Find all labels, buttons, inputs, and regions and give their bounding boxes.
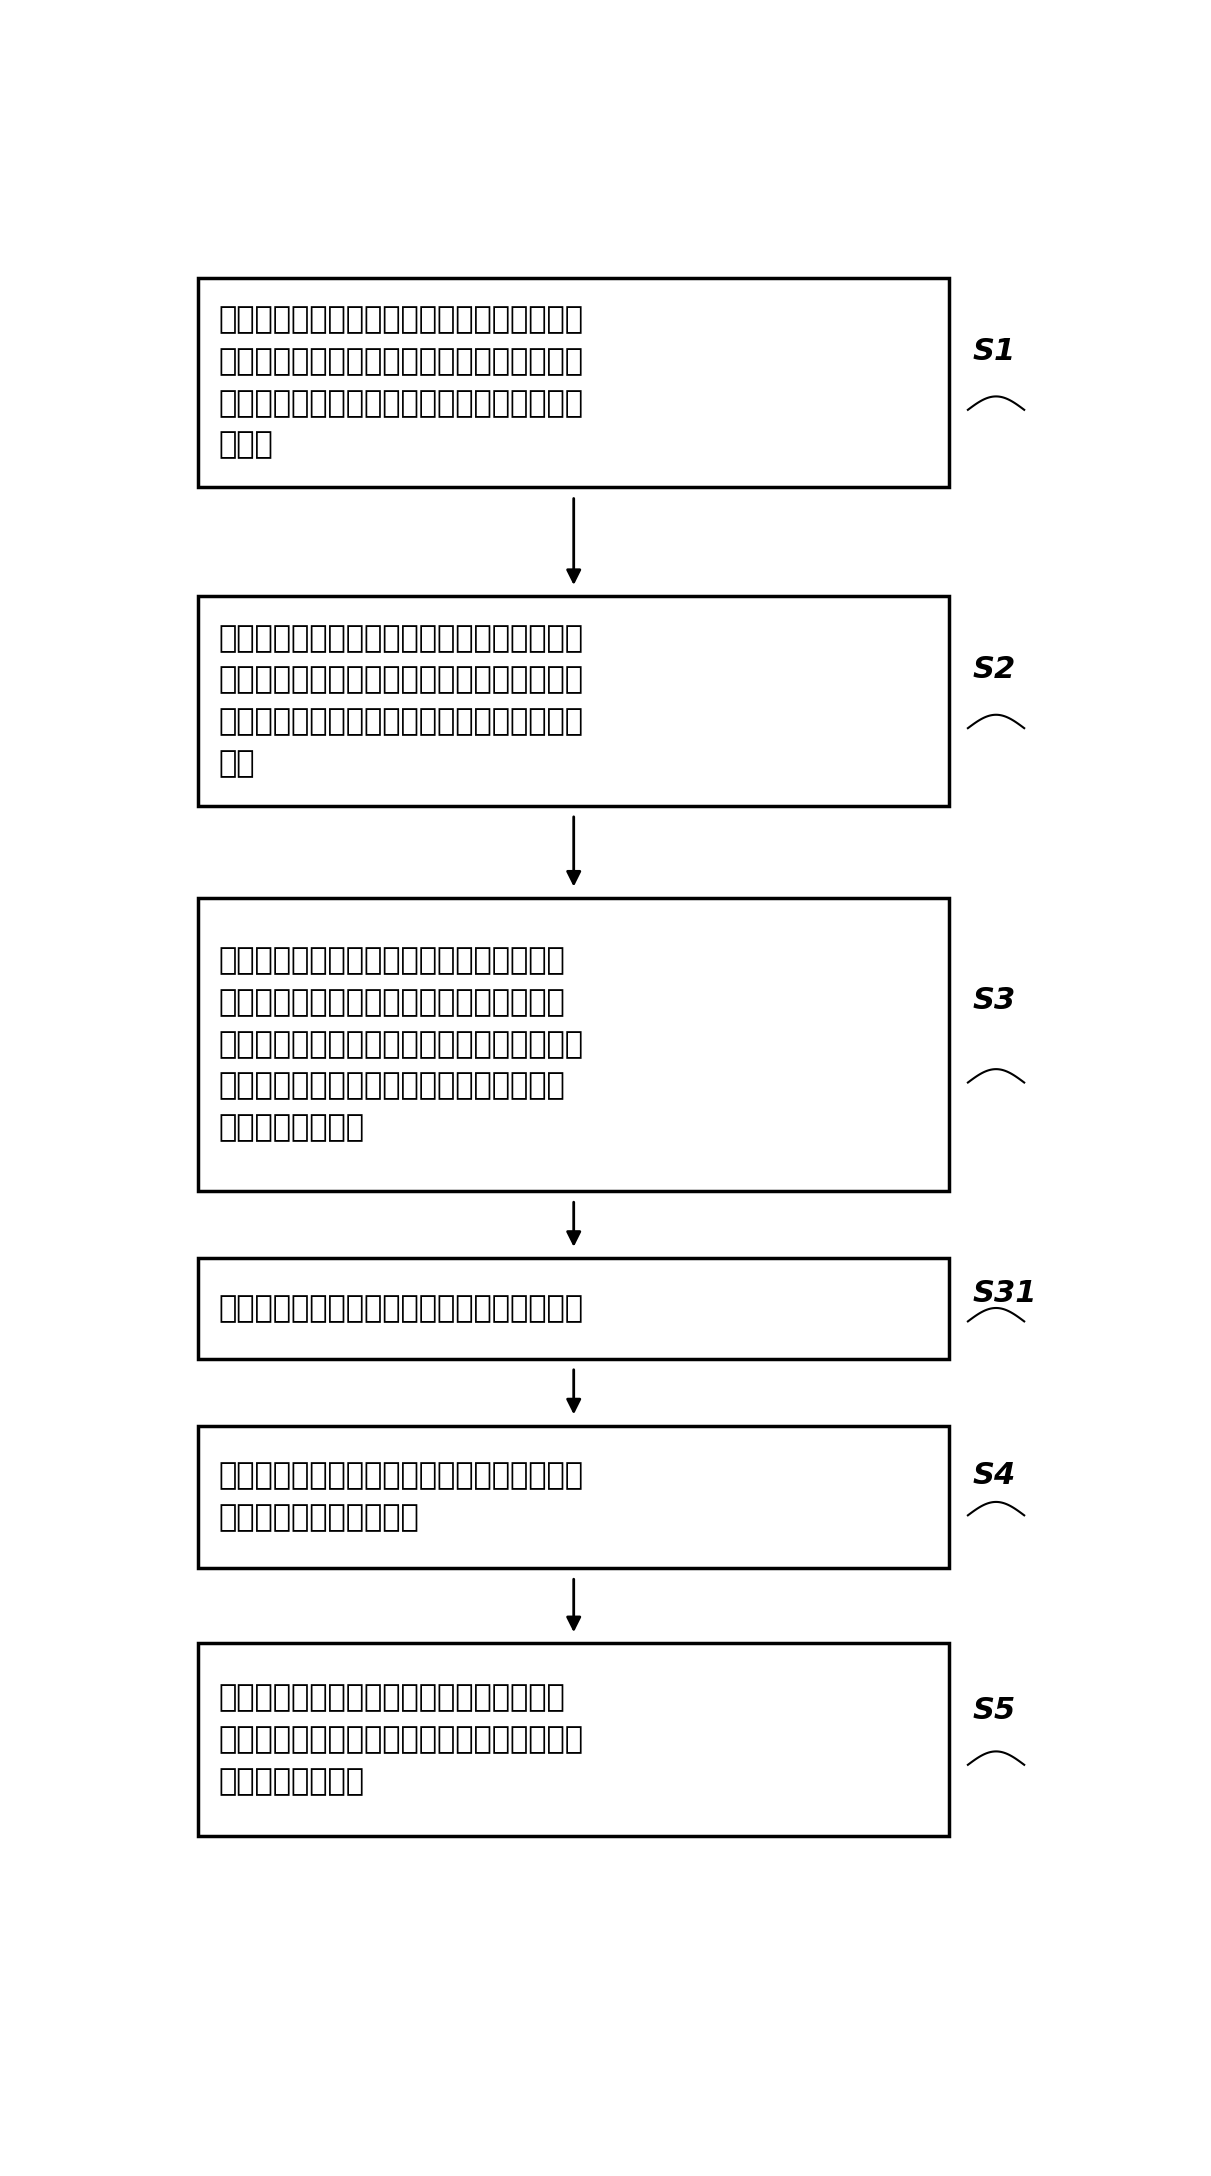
Bar bbox=[199, 1258, 949, 1358]
Bar bbox=[199, 1643, 949, 1837]
Text: 对组装后的第一线圈和第二线圈涂布绝缘涂层: 对组装后的第一线圈和第二线圈涂布绝缘涂层 bbox=[219, 1295, 584, 1323]
Text: S4: S4 bbox=[972, 1460, 1016, 1491]
Bar bbox=[199, 279, 949, 487]
Text: S31: S31 bbox=[972, 1279, 1037, 1308]
Text: S5: S5 bbox=[972, 1697, 1016, 1726]
Text: 准备第一线圈，所述第一线圈具有第一螺旋迹
线，所述第一螺旋迹线的各绕组之间留有第一
间距，所述第一线圈包括第一内端部和第一外
端部；: 准备第一线圈，所述第一线圈具有第一螺旋迹 线，所述第一螺旋迹线的各绕组之间留有第… bbox=[219, 305, 584, 459]
Bar bbox=[199, 899, 949, 1190]
Text: S2: S2 bbox=[972, 655, 1016, 683]
Text: 准备第二线圈，所述第二线圈具有第二螺旋迹
线，所述第二螺旋迹线的各绕组之间留有第二
间距，所述第二线圈包括第二内端部和第二外
端部: 准备第二线圈，所述第二线圈具有第二螺旋迹 线，所述第二螺旋迹线的各绕组之间留有第… bbox=[219, 625, 584, 777]
Text: S3: S3 bbox=[972, 986, 1016, 1014]
Bar bbox=[199, 1425, 949, 1569]
Text: 利用连接线将第一线圈的第一内端部与第二线
圈的第二外端部相连接；: 利用连接线将第一线圈的第一内端部与第二线 圈的第二外端部相连接； bbox=[219, 1462, 584, 1532]
Bar bbox=[199, 596, 949, 805]
Text: S1: S1 bbox=[972, 337, 1016, 366]
Text: 将第一线圈和第二线圈进行组装操作，将第
一线圈定位在所述第二线圈的所述第二间距
内，并且所述第二线圈被定位在所述第一线圈
的所述第一间距内，使第一线圈和第二线圈: 将第一线圈和第二线圈进行组装操作，将第 一线圈定位在所述第二线圈的所述第二间距 … bbox=[219, 947, 584, 1142]
Text: 对组装后的第一线圈和第二线圈进行覆膜操
作，在双线圈的充电线圈任意一侧或者两侧覆
上带粘性的承载膜: 对组装后的第一线圈和第二线圈进行覆膜操 作，在双线圈的充电线圈任意一侧或者两侧覆… bbox=[219, 1684, 584, 1795]
